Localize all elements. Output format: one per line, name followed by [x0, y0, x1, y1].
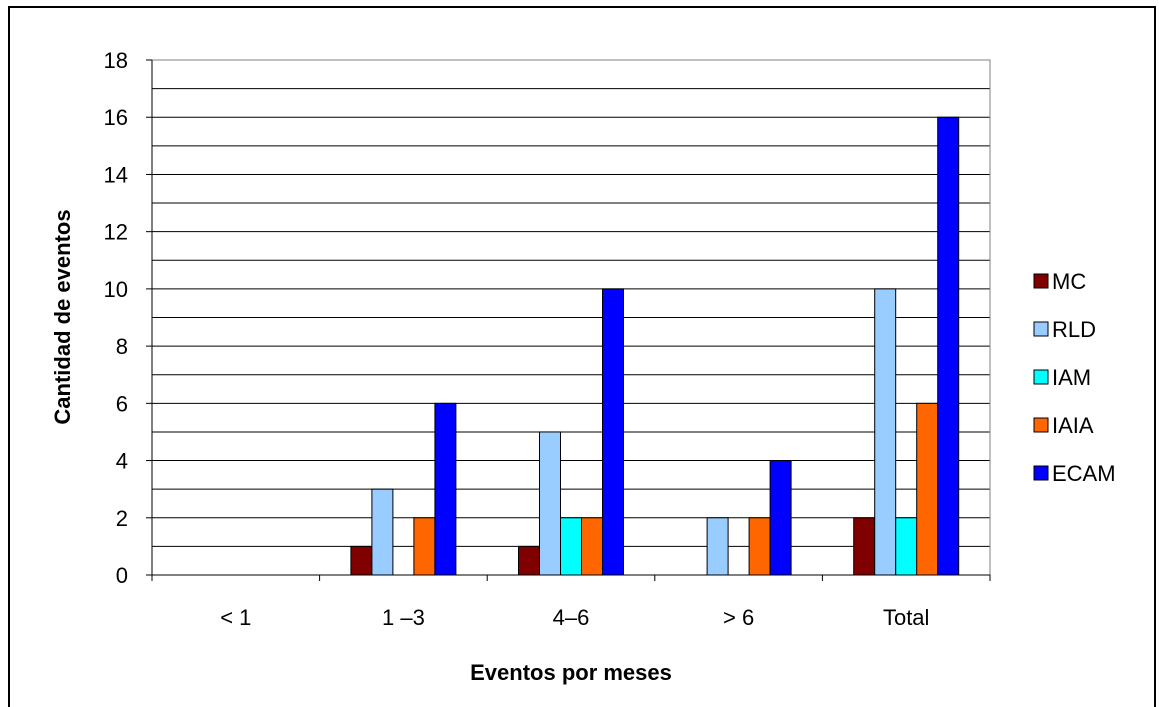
bars [350, 116, 960, 576]
bar-iaia-4 [916, 402, 939, 576]
y-tick-label: 14 [104, 162, 128, 187]
gridlines [152, 59, 990, 547]
bar-iaia-1 [413, 517, 436, 576]
legend-label-iaia: IAIA [1052, 413, 1094, 438]
chart-frame [8, 6, 1156, 707]
x-tick-label: 1 –3 [382, 605, 425, 630]
y-tick-label: 18 [104, 48, 128, 73]
x-axis-title: Eventos por meses [470, 660, 672, 685]
bar-iam-4 [895, 517, 918, 576]
legend-swatch-iaia [1033, 417, 1049, 433]
bar-ecam-1 [434, 402, 457, 576]
x-tick-label: > 6 [723, 605, 754, 630]
legend-swatch-mc [1033, 273, 1049, 289]
bar-rld-1 [371, 488, 394, 576]
legend: MC RLD IAM IAIA ECAM [1033, 269, 1116, 486]
bar-ecam-3 [769, 460, 792, 576]
legend-swatch-iam [1033, 369, 1049, 385]
bar-iam-2 [560, 517, 582, 576]
x-tick-label: Total [883, 605, 929, 630]
y-tick-label: 2 [116, 506, 128, 531]
y-tick-label: 4 [116, 449, 128, 474]
legend-label-mc: MC [1052, 269, 1086, 294]
bar-iaia-3 [748, 517, 771, 576]
bar-ecam-4 [937, 116, 960, 576]
legend-swatch-rld [1033, 321, 1049, 337]
bar-rld-4 [874, 288, 897, 576]
y-tick-label: 12 [104, 220, 128, 245]
y-tick-label: 6 [116, 391, 128, 416]
y-tick-label: 10 [104, 277, 128, 302]
bar-iaia-2 [581, 517, 603, 576]
legend-label-rld: RLD [1052, 317, 1096, 342]
legend-label-ecam: ECAM [1052, 461, 1116, 486]
bar-mc-1 [350, 545, 373, 576]
y-axis-title: Cantidad de eventos [50, 209, 75, 424]
bar-mc-2 [518, 545, 540, 576]
legend-label-iam: IAM [1052, 365, 1091, 390]
bar-ecam-2 [602, 288, 624, 576]
y-tick-label: 0 [116, 563, 128, 588]
x-tick-label: < 1 [220, 605, 251, 630]
bar-rld-2 [539, 431, 561, 576]
x-ticks: < 1 1 –3 4–6 > 6 Total [151, 575, 991, 630]
bar-rld-3 [706, 517, 729, 576]
y-ticks: 0 2 4 6 8 10 12 14 16 18 [104, 48, 152, 588]
x-tick-label: 4–6 [553, 605, 590, 630]
bar-mc-4 [853, 517, 876, 576]
legend-swatch-ecam [1033, 465, 1049, 481]
y-tick-label: 8 [116, 334, 128, 359]
y-tick-label: 16 [104, 105, 128, 130]
